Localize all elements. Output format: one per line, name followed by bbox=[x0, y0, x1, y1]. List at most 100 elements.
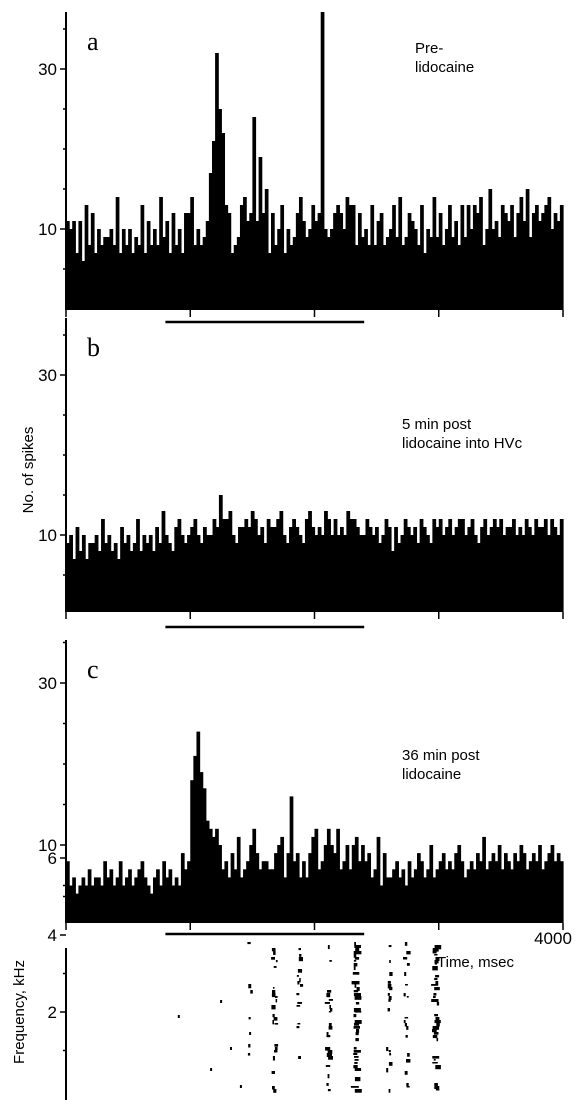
bar bbox=[314, 221, 319, 310]
bar bbox=[271, 869, 275, 923]
bar bbox=[351, 205, 356, 310]
bar bbox=[317, 213, 322, 310]
spectrogram-mark bbox=[327, 1050, 333, 1054]
spectrogram-mark bbox=[403, 993, 406, 997]
bar bbox=[385, 877, 390, 923]
bar bbox=[371, 535, 376, 612]
spectrogram-mark bbox=[435, 957, 440, 961]
panel-letter: b bbox=[87, 333, 100, 362]
spectrogram-mark bbox=[247, 1053, 251, 1056]
bar bbox=[84, 885, 89, 923]
bar bbox=[432, 877, 437, 923]
spectrogram-mark bbox=[435, 1017, 440, 1021]
bar bbox=[196, 731, 201, 923]
spectrogram-mark bbox=[329, 1005, 331, 1010]
bar bbox=[244, 519, 249, 612]
bar bbox=[361, 845, 365, 923]
bar bbox=[267, 253, 272, 310]
spectrogram-mark bbox=[354, 1062, 358, 1064]
bar bbox=[544, 861, 549, 923]
bar bbox=[101, 519, 105, 612]
bar bbox=[441, 245, 446, 310]
spectrogram-mark bbox=[432, 1029, 437, 1033]
bar bbox=[199, 543, 204, 612]
bar bbox=[413, 229, 418, 310]
spectrogram-mark bbox=[327, 1074, 330, 1079]
bar bbox=[298, 877, 303, 923]
bar bbox=[382, 853, 387, 923]
bar bbox=[528, 237, 533, 310]
bar bbox=[323, 229, 328, 310]
spectrogram-mark bbox=[434, 1020, 441, 1024]
annotation-line: lidocaine into HVc bbox=[402, 435, 523, 452]
bar bbox=[451, 869, 455, 923]
bar bbox=[528, 861, 533, 923]
bar bbox=[541, 213, 545, 310]
spectrogram-mark bbox=[326, 1035, 331, 1038]
bar bbox=[146, 885, 151, 923]
bar bbox=[361, 237, 365, 310]
spectrogram-mark bbox=[406, 1059, 411, 1063]
bar bbox=[261, 213, 266, 310]
bar bbox=[106, 237, 111, 310]
bar bbox=[215, 527, 220, 612]
bar bbox=[231, 535, 236, 612]
bar bbox=[113, 543, 118, 612]
bar bbox=[373, 245, 378, 310]
bar bbox=[308, 229, 312, 310]
spectrogram-mark bbox=[248, 1017, 251, 1020]
bar bbox=[162, 861, 166, 923]
bar bbox=[202, 237, 207, 310]
bar bbox=[401, 245, 406, 310]
spectrogram-mark bbox=[407, 1053, 410, 1057]
bar bbox=[320, 535, 325, 612]
bar bbox=[174, 245, 179, 310]
bar bbox=[426, 869, 431, 923]
bar bbox=[286, 853, 291, 923]
bar bbox=[146, 221, 151, 310]
bar bbox=[397, 543, 402, 612]
bar bbox=[354, 245, 359, 310]
bar bbox=[103, 861, 107, 923]
bar bbox=[123, 543, 128, 612]
bar bbox=[342, 861, 347, 923]
bar bbox=[454, 221, 458, 310]
bar bbox=[367, 245, 372, 310]
bar bbox=[211, 141, 216, 310]
bar bbox=[308, 511, 312, 612]
bar bbox=[88, 543, 93, 612]
bar bbox=[128, 229, 132, 310]
bar bbox=[93, 877, 98, 923]
bar bbox=[267, 869, 272, 923]
spectrogram-mark bbox=[436, 1002, 440, 1006]
bar bbox=[273, 527, 277, 612]
bar bbox=[488, 189, 493, 310]
bar bbox=[485, 869, 490, 923]
bar bbox=[78, 221, 83, 310]
spectrogram-mark bbox=[403, 1020, 406, 1023]
spectrogram-mark bbox=[386, 1047, 389, 1051]
spectrogram-mark bbox=[435, 1065, 441, 1070]
bar bbox=[482, 245, 486, 310]
bar bbox=[190, 197, 194, 310]
bar bbox=[389, 229, 393, 310]
bar bbox=[143, 877, 148, 923]
bar bbox=[110, 551, 115, 612]
bar bbox=[467, 527, 472, 612]
bar bbox=[492, 519, 497, 612]
bar bbox=[255, 221, 260, 310]
spectrogram-mark bbox=[434, 978, 438, 981]
bar bbox=[78, 885, 83, 923]
spectrogram-mark bbox=[353, 960, 357, 962]
spectrogram-mark bbox=[297, 981, 300, 985]
spectrogram-mark bbox=[354, 996, 362, 1000]
bar bbox=[404, 237, 409, 310]
bar bbox=[508, 527, 513, 612]
bar bbox=[535, 205, 539, 310]
spectrogram-mark bbox=[272, 990, 276, 994]
bar bbox=[346, 511, 351, 612]
bar bbox=[311, 836, 316, 923]
spectrogram-mark bbox=[273, 951, 276, 955]
bar bbox=[174, 527, 179, 612]
histogram-panel-c: 10 30 c 36 min post lidocaine 4000 Time, msec bbox=[38, 640, 572, 971]
